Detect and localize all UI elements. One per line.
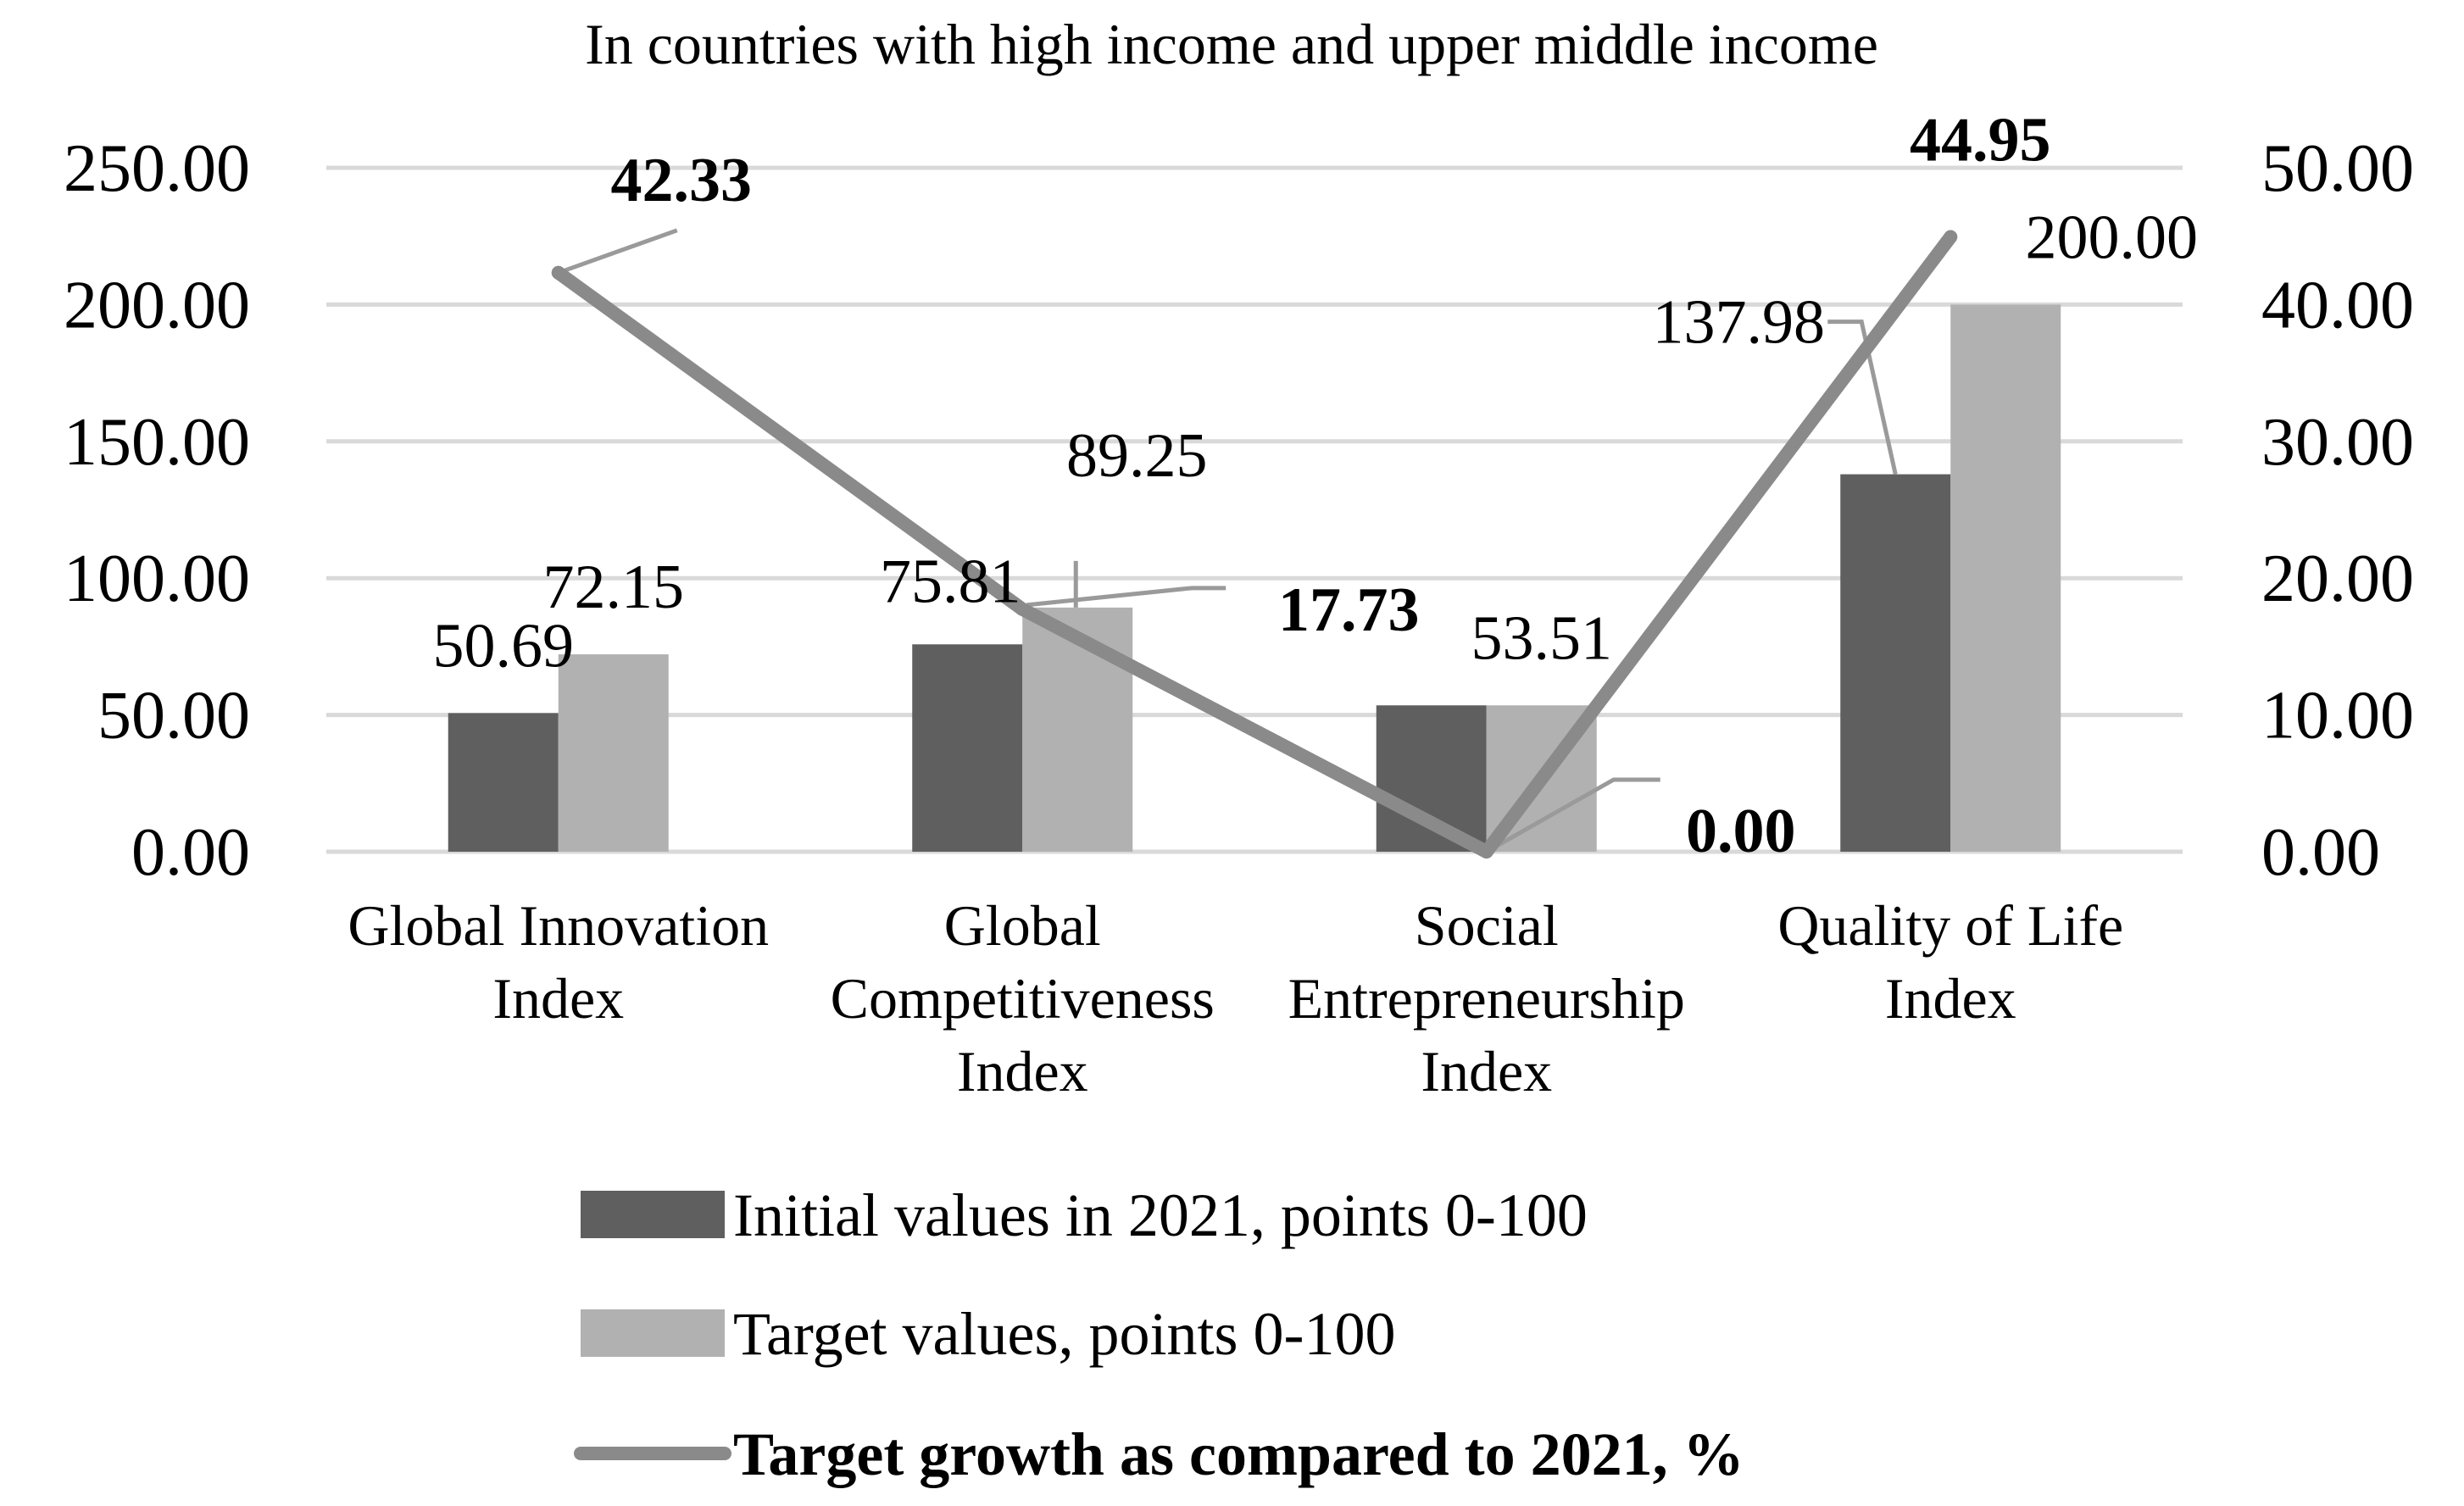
growth-value-label: 0.00 <box>1686 797 1796 866</box>
left-axis-tick-label: 0.00 <box>131 815 250 890</box>
category-label-line: Social <box>1415 893 1559 958</box>
x-axis-category-label: Quality of Life Index <box>1777 893 2123 1031</box>
legend-swatch-target <box>581 1309 725 1357</box>
left-y-axis: 0.00 50.00 100.00 150.00 200.00 250.00 <box>64 131 250 890</box>
legend-label: Target growth as compared to 2021, % <box>733 1420 1744 1488</box>
category-label-line: Global <box>944 893 1101 958</box>
initial-value-label: 50.69 <box>433 611 575 681</box>
x-axis-category-label: Global Competitiveness Index <box>831 893 1215 1103</box>
right-axis-tick-label: 50.00 <box>2261 131 2414 206</box>
category-label-line: Quality of Life <box>1777 893 2123 958</box>
legend-label: Target values, points 0-100 <box>733 1300 1396 1368</box>
right-y-axis: 0.00 10.00 20.00 30.00 40.00 50.00 <box>2261 131 2414 890</box>
leader-line <box>1827 320 1898 475</box>
target-value-label: 72.15 <box>543 553 685 622</box>
legend: Initial values in 2021, points 0-100 Targ… <box>574 1181 1744 1488</box>
growth-value-label: 17.73 <box>1278 575 1420 645</box>
target-value-label: 200.00 <box>2026 203 2199 272</box>
left-axis-tick-label: 100.00 <box>64 542 250 616</box>
left-axis-tick-label: 250.00 <box>64 131 250 206</box>
growth-line-point <box>551 265 565 280</box>
left-axis-tick-label: 150.00 <box>64 405 250 480</box>
bar-initial-value <box>1840 474 1951 852</box>
growth-line-series <box>551 230 1958 859</box>
leader-line <box>1485 777 1660 854</box>
chart-title: In countries with high income and upper … <box>585 12 1878 76</box>
category-label-line: Entrepreneurship <box>1288 966 1685 1031</box>
target-value-label: 53.51 <box>1471 603 1613 673</box>
target-value-label: 89.25 <box>1066 421 1208 491</box>
growth-line <box>551 230 1958 859</box>
bar-target-value <box>1950 304 2061 852</box>
bar-initial-value <box>448 713 559 852</box>
growth-line-point <box>1015 602 1030 616</box>
x-axis-category-label: Social Entrepreneurship Index <box>1288 893 1685 1103</box>
left-axis-tick-label: 200.00 <box>64 268 250 342</box>
initial-value-label: 75.81 <box>880 547 1021 616</box>
x-axis-categories: Global Innovation Index Global Competitiven… <box>348 893 2123 1103</box>
data-labels: 50.69 75.81 137.98 72.15 89.25 53.51 200.00 42.… <box>433 106 2199 866</box>
leader-line <box>1026 586 1226 608</box>
leader-line <box>557 228 678 275</box>
category-label-line: Index <box>1885 966 2016 1031</box>
x-axis-category-label: Global Innovation Index <box>348 893 769 1031</box>
right-axis-tick-label: 20.00 <box>2261 542 2414 616</box>
category-label-line: Global Innovation <box>348 893 769 958</box>
growth-line-point <box>1944 230 1958 244</box>
category-label-line: Index <box>1421 1039 1552 1103</box>
right-axis-tick-label: 0.00 <box>2261 815 2380 890</box>
right-axis-tick-label: 30.00 <box>2261 405 2414 480</box>
legend-swatch-initial <box>581 1191 725 1238</box>
growth-value-label: 44.95 <box>1910 106 2051 175</box>
category-label-line: Index <box>957 1039 1088 1103</box>
bar-initial-value <box>912 644 1023 852</box>
category-label-line: Competitiveness <box>831 966 1215 1031</box>
bar-target-value <box>1022 607 1133 852</box>
growth-value-label: 42.33 <box>611 146 753 215</box>
bar-target-value <box>558 654 669 852</box>
initial-value-label: 137.98 <box>1653 288 1826 358</box>
growth-line-point <box>1479 845 1493 859</box>
legend-label: Initial values in 2021, points 0-100 <box>733 1181 1588 1249</box>
left-axis-tick-label: 50.00 <box>97 679 250 753</box>
category-label-line: Index <box>492 966 624 1031</box>
right-axis-tick-label: 40.00 <box>2261 268 2414 342</box>
right-axis-tick-label: 10.00 <box>2261 679 2414 753</box>
label-leader-lines <box>557 228 1898 854</box>
